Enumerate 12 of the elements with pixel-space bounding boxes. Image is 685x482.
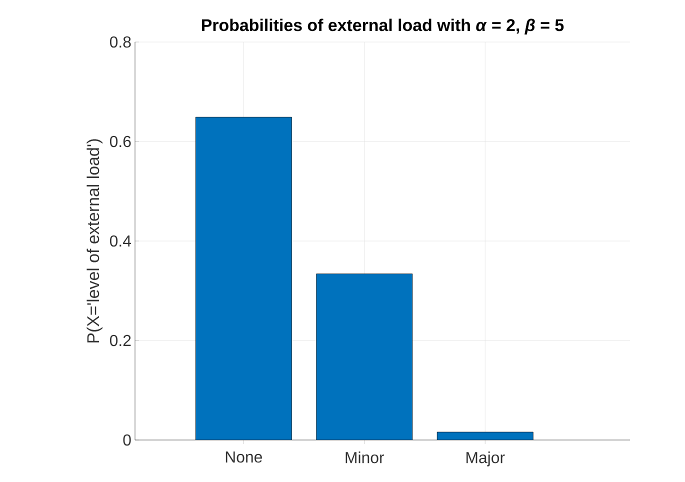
- x-tick-label: Major: [466, 452, 505, 466]
- x-tick-label: None: [226, 452, 262, 463]
- bar: [316, 274, 413, 440]
- chart-title: Probabilities of external load with α = 2, β = 5: [202, 18, 564, 35]
- bar: [195, 116, 292, 440]
- y-tick-label: 0.4: [110, 235, 132, 247]
- y-tick-label: 0.2: [110, 334, 131, 346]
- x-tick-label: Minor: [346, 452, 384, 464]
- y-axis-title: P(X='level of external load'): [86, 139, 102, 342]
- y-tick-label: 0: [123, 434, 131, 446]
- y-tick-label: 0.6: [110, 136, 131, 148]
- y-tick-label: 0.8: [110, 36, 131, 48]
